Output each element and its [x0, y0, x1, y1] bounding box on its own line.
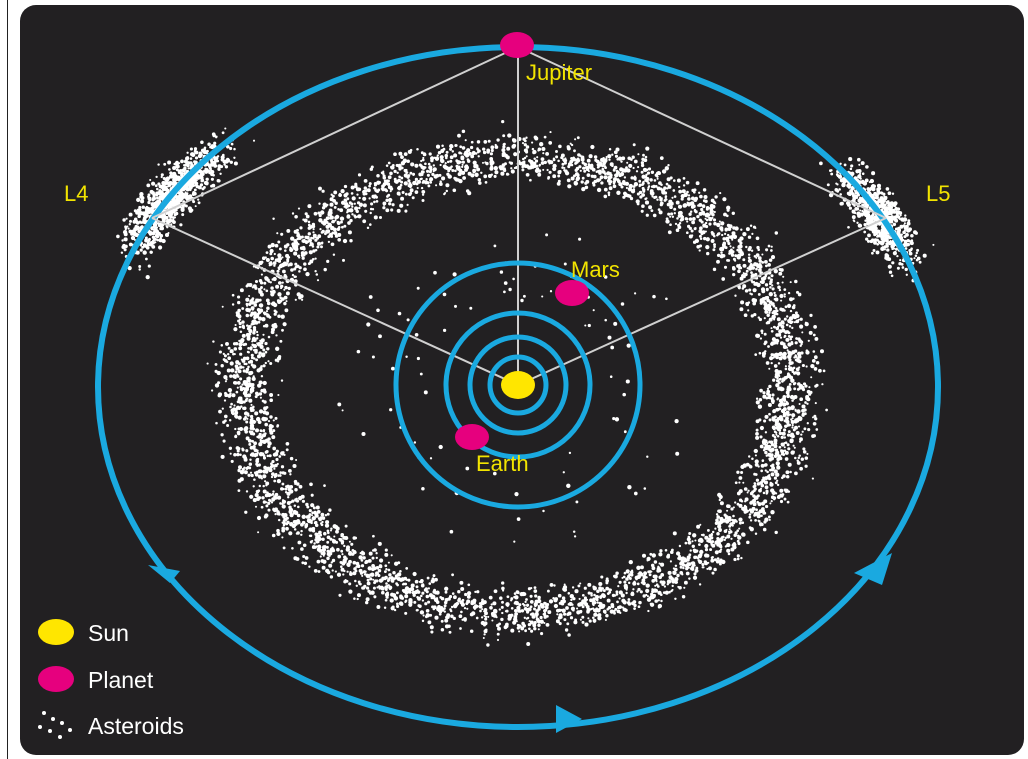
label-l4: L4 [64, 181, 88, 206]
venus-orbit [467, 334, 569, 436]
label-l5: L5 [926, 181, 950, 206]
orbit-arrow-left [148, 565, 180, 583]
legend-planet-icon [38, 666, 74, 692]
inner-orbits [393, 260, 643, 510]
legend-sun-icon [38, 619, 74, 645]
legend-sun-label: Sun [88, 620, 129, 646]
diagram-frame: Jupiter L4 L5 Mars Earth Sun Planet [20, 5, 1024, 755]
mars-orbit [393, 260, 643, 510]
planet-jupiter [500, 32, 534, 58]
orbit-arrow-right [854, 553, 892, 585]
legend-asteroids-icon [38, 711, 72, 739]
planet-earth [455, 424, 489, 450]
legend-asteroids-label: Asteroids [88, 713, 184, 739]
mercury-orbit [487, 354, 549, 416]
solar-system-diagram: Jupiter L4 L5 Mars Earth Sun Planet [38, 32, 950, 739]
label-earth: Earth [476, 451, 529, 476]
page-left-rule [7, 0, 8, 759]
label-mars: Mars [571, 257, 620, 282]
label-jupiter: Jupiter [526, 60, 592, 85]
legend-planet-label: Planet [88, 667, 154, 693]
planet-mars [555, 280, 589, 306]
earth-orbit [443, 310, 593, 460]
orbit-arrow-bottom [556, 705, 582, 733]
lagrange-connectors [151, 46, 887, 386]
sun [501, 371, 535, 399]
legend: Sun Planet Asteroids [38, 619, 184, 739]
